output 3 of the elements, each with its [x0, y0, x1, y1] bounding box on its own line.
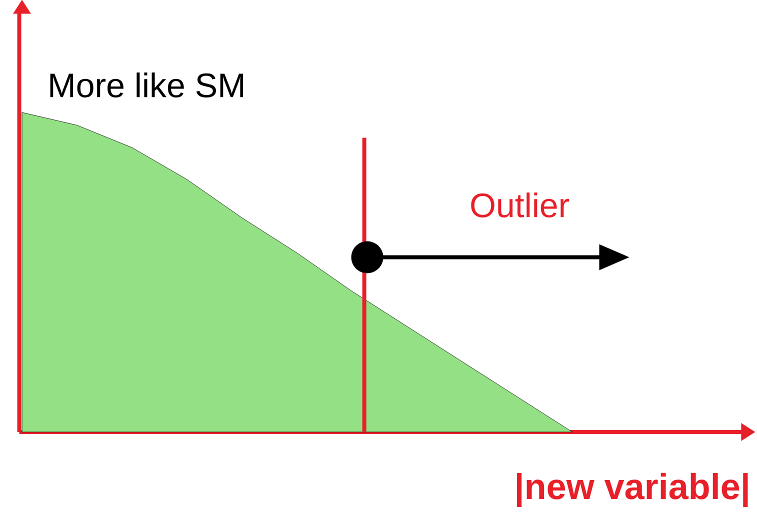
text: More like SM	[50, 72, 244, 98]
annotation: Outlier	[471, 192, 570, 218]
x-axis-title: |new variable|	[516, 472, 748, 508]
